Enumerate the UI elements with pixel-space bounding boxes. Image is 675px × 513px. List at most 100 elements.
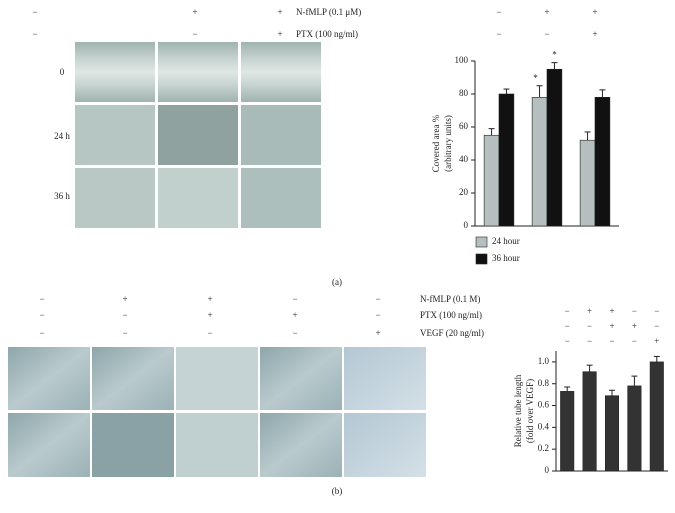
y-tick-label: 1.0 xyxy=(538,356,550,366)
image xyxy=(344,347,426,410)
scratch-images xyxy=(75,42,321,228)
treatment-sign: − xyxy=(496,7,501,17)
image xyxy=(241,168,321,228)
y-axis-label: Covered area % xyxy=(431,114,441,172)
treatment-sign: + xyxy=(632,321,637,331)
treatment-sign: − xyxy=(565,306,570,316)
image xyxy=(241,42,321,102)
image xyxy=(75,168,155,228)
treatment-sign: + xyxy=(207,310,212,320)
image xyxy=(260,347,342,410)
treatment-sign: − xyxy=(292,328,297,338)
treatment-sign: + xyxy=(375,328,380,338)
treatment-label: N-fMLP (0.1 M) xyxy=(420,294,480,304)
y-tick-label: 100 xyxy=(455,55,469,65)
legend-swatch xyxy=(475,236,488,248)
image xyxy=(260,413,342,477)
time-label: 0 xyxy=(60,67,65,77)
y-tick-label: 0.6 xyxy=(538,400,550,410)
bar xyxy=(531,97,548,227)
time-label: 24 h xyxy=(54,131,70,141)
y-tick-label: 0 xyxy=(464,220,469,230)
treatment-sign: − xyxy=(632,306,637,316)
significance-mark: * xyxy=(533,73,538,83)
image xyxy=(158,105,238,165)
legend-swatch xyxy=(475,253,488,265)
treatment-sign: − xyxy=(632,336,637,346)
image xyxy=(92,347,174,410)
treatment-sign: + xyxy=(587,306,592,316)
image xyxy=(344,413,426,477)
bar xyxy=(649,361,664,472)
treatment-sign: + xyxy=(192,7,197,17)
y-axis-label: (arbitrary units) xyxy=(443,115,453,172)
bar xyxy=(627,385,642,472)
treatment-label: N-fMLP (0.1 μM) xyxy=(296,7,361,17)
legend-label: 24 hour xyxy=(492,236,520,246)
treatment-sign: + xyxy=(592,29,597,39)
bar xyxy=(604,395,620,472)
image xyxy=(176,413,258,477)
treatment-sign: − xyxy=(587,321,592,331)
treatment-sign: + xyxy=(609,306,614,316)
treatment-sign: − xyxy=(544,29,549,39)
treatment-sign: − xyxy=(122,328,127,338)
y-tick-label: 80 xyxy=(459,88,469,98)
treatment-sign: − xyxy=(39,310,44,320)
treatment-sign: + xyxy=(592,7,597,17)
treatment-sign: − xyxy=(207,328,212,338)
legend-label: 36 hour xyxy=(492,253,520,263)
y-axis-label: (fold over VEGF) xyxy=(525,379,535,443)
image xyxy=(8,347,90,410)
bar xyxy=(560,391,575,472)
treatment-sign: − xyxy=(565,336,570,346)
bar xyxy=(546,68,563,227)
image xyxy=(158,42,238,102)
treatment-sign: + xyxy=(277,7,282,17)
tube-images xyxy=(8,347,426,477)
y-tick-label: 20 xyxy=(459,187,469,197)
image xyxy=(92,413,174,477)
image xyxy=(176,347,258,410)
treatment-sign: − xyxy=(654,321,659,331)
bar xyxy=(498,93,515,227)
bar xyxy=(483,134,500,227)
image xyxy=(241,105,321,165)
y-tick-label: 40 xyxy=(459,154,469,164)
treatment-label: PTX (100 ng/ml) xyxy=(420,310,482,320)
treatment-sign: + xyxy=(292,310,297,320)
panel-label: (a) xyxy=(332,277,342,287)
treatment-sign: + xyxy=(207,294,212,304)
significance-mark: * xyxy=(552,50,557,60)
treatment-sign: + xyxy=(122,294,127,304)
treatment-sign: + xyxy=(609,321,614,331)
treatment-label: VEGF (20 ng/ml) xyxy=(420,328,484,338)
treatment-sign: − xyxy=(192,29,197,39)
image xyxy=(75,42,155,102)
treatment-sign: − xyxy=(39,294,44,304)
panel-label: (b) xyxy=(332,486,343,496)
y-tick-label: 0 xyxy=(545,465,550,475)
y-tick-label: 0.4 xyxy=(538,421,550,431)
treatment-sign: − xyxy=(654,306,659,316)
y-tick-label: 0.8 xyxy=(538,378,550,388)
treatment-sign: − xyxy=(32,29,37,39)
treatment-sign: + xyxy=(544,7,549,17)
bar xyxy=(582,371,597,472)
treatment-label: PTX (100 ng/ml) xyxy=(296,29,358,39)
treatment-sign: − xyxy=(565,321,570,331)
image xyxy=(75,105,155,165)
treatment-sign: − xyxy=(32,7,37,17)
treatment-sign: − xyxy=(375,294,380,304)
treatment-sign: + xyxy=(277,29,282,39)
y-tick-label: 0.2 xyxy=(538,443,549,453)
treatment-sign: − xyxy=(292,294,297,304)
treatment-sign: − xyxy=(496,29,501,39)
treatment-sign: − xyxy=(122,310,127,320)
bar xyxy=(579,139,596,227)
treatment-sign: − xyxy=(609,336,614,346)
treatment-sign: − xyxy=(39,328,44,338)
image xyxy=(8,413,90,477)
y-tick-label: 60 xyxy=(459,121,469,131)
